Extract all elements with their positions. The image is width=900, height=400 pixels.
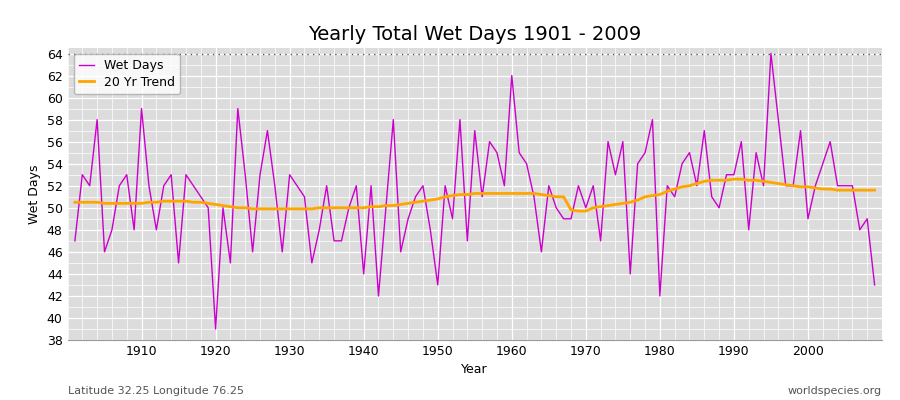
20 Yr Trend	[573, 209, 584, 214]
Wet Days	[211, 326, 221, 331]
Wet Days	[603, 139, 614, 144]
20 Yr Trend	[69, 200, 80, 205]
20 Yr Trend	[129, 201, 140, 206]
20 Yr Trend	[507, 191, 517, 196]
Legend: Wet Days, 20 Yr Trend: Wet Days, 20 Yr Trend	[74, 54, 180, 94]
Wet Days	[344, 205, 355, 210]
20 Yr Trend	[728, 177, 739, 182]
20 Yr Trend	[869, 188, 880, 192]
Line: Wet Days: Wet Days	[75, 54, 875, 329]
20 Yr Trend	[336, 205, 346, 210]
Wet Days	[507, 73, 517, 78]
Wet Days	[869, 282, 880, 287]
Text: worldspecies.org: worldspecies.org	[788, 386, 882, 396]
Y-axis label: Wet Days: Wet Days	[28, 164, 41, 224]
Wet Days	[766, 51, 777, 56]
Wet Days	[69, 238, 80, 243]
20 Yr Trend	[499, 191, 509, 196]
20 Yr Trend	[292, 206, 302, 211]
Wet Days	[129, 228, 140, 232]
X-axis label: Year: Year	[462, 364, 488, 376]
Title: Yearly Total Wet Days 1901 - 2009: Yearly Total Wet Days 1901 - 2009	[308, 25, 642, 44]
Line: 20 Yr Trend: 20 Yr Trend	[75, 179, 875, 211]
20 Yr Trend	[603, 203, 614, 208]
Text: Latitude 32.25 Longitude 76.25: Latitude 32.25 Longitude 76.25	[68, 386, 244, 396]
Wet Days	[299, 194, 310, 199]
Wet Days	[514, 150, 525, 155]
